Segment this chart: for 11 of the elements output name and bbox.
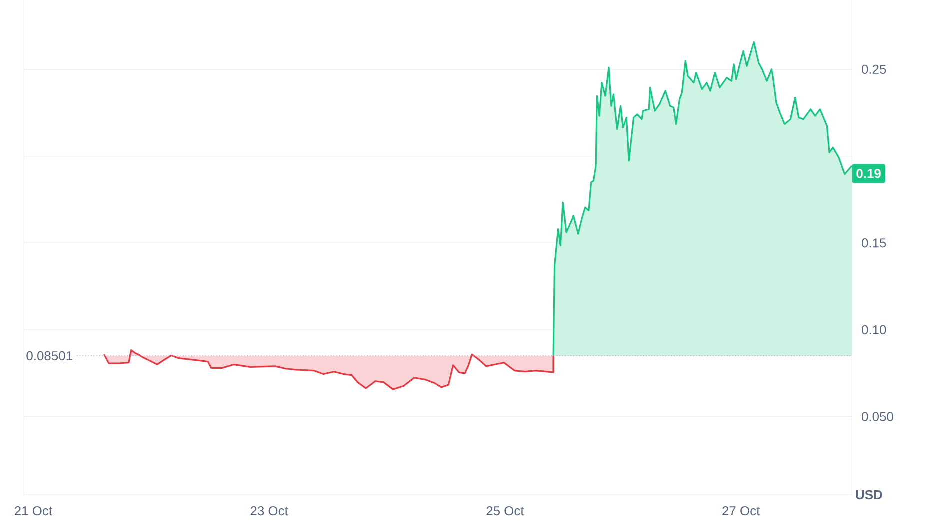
y-tick-label: 0.15: [862, 238, 886, 248]
y-axis-title: USD: [856, 490, 882, 500]
y-tick-label: 0.10: [862, 325, 886, 335]
annotation: 0.19: [856, 169, 881, 178]
x-tick-label: 27 Oct: [722, 506, 760, 516]
ref-line-label: 0.08501: [26, 351, 72, 361]
y-tick-label: 0.25: [862, 64, 886, 74]
x-tick-label: 23 Oct: [250, 506, 288, 516]
y-tick-label: 0.050: [862, 412, 894, 422]
x-tick-label: 25 Oct: [486, 506, 524, 516]
x-tick-label: 21 Oct: [15, 506, 52, 516]
